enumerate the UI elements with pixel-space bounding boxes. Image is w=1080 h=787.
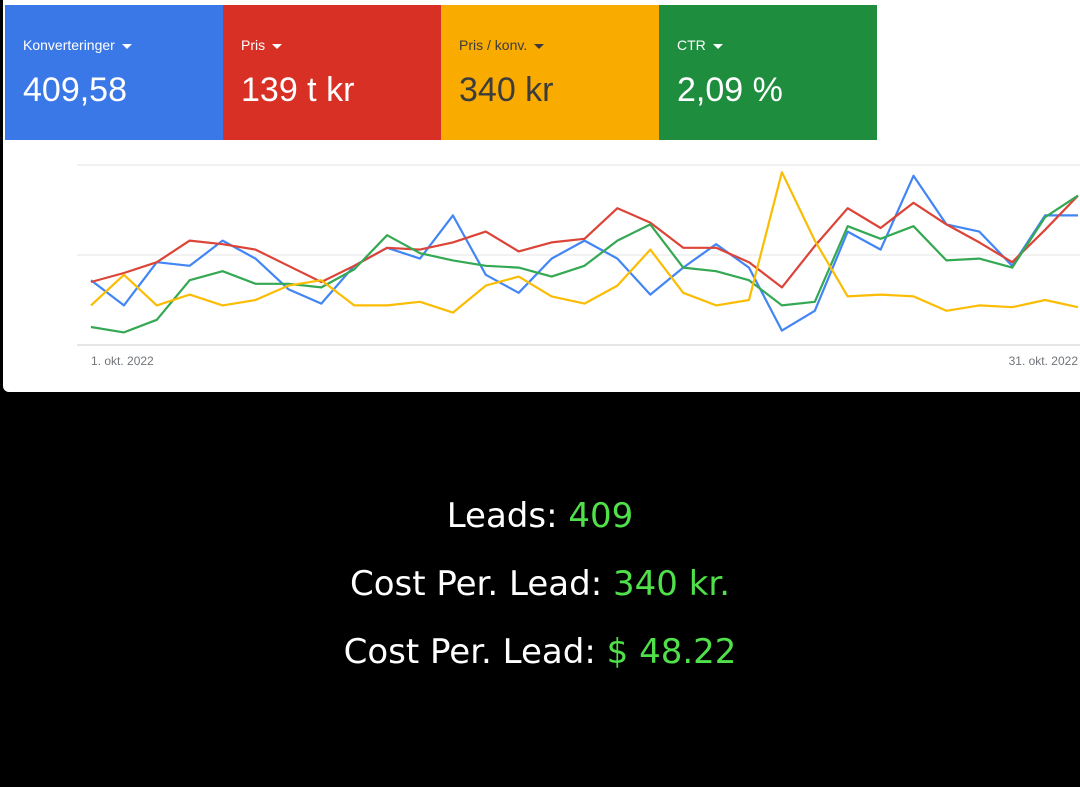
metric-tiles: Konverteringer 409,58 Pris 139 t kr Pris / k…: [5, 5, 877, 140]
series-line: [90, 171, 1079, 314]
summary-value: 340 kr.: [612, 564, 731, 604]
series-line: [90, 174, 1078, 332]
summary-label: Cost Per. Lead:: [349, 564, 603, 604]
series-line: [90, 194, 1079, 334]
metric-value: 139 t kr: [241, 71, 355, 109]
x-tick-label: 1. okt. 2022: [91, 354, 154, 368]
summary-line: Cost Per. Lead: $ 48.22: [0, 626, 1080, 694]
metric-value: 340 kr: [459, 71, 554, 109]
metric-tile[interactable]: Pris / konv. 340 kr: [441, 5, 659, 140]
metric-label: Konverteringer: [23, 37, 132, 53]
report-panel: Konverteringer 409,58 Pris 139 t kr Pris / k…: [3, 0, 1080, 392]
metric-label: CTR: [677, 37, 723, 53]
metric-tile[interactable]: Konverteringer 409,58: [5, 5, 223, 140]
metric-value: 409,58: [23, 71, 127, 109]
summary-value: 409: [568, 496, 634, 536]
summary-label: Cost Per. Lead:: [343, 632, 596, 672]
metric-label: Pris / konv.: [459, 37, 544, 53]
summary-value: $ 48.22: [606, 632, 737, 672]
x-tick-label: 31. okt. 2022: [1009, 354, 1079, 368]
line-chart: 1. okt. 2022 31. okt. 2022: [77, 164, 1080, 368]
summary-line: Cost Per. Lead: 340 kr.: [0, 558, 1080, 626]
metric-tile[interactable]: CTR 2,09 %: [659, 5, 877, 140]
summary-label: Leads:: [446, 496, 558, 536]
summary-line: Leads: 409: [0, 490, 1080, 558]
metric-label: Pris: [241, 37, 282, 53]
metric-tile[interactable]: Pris 139 t kr: [223, 5, 441, 140]
metric-value: 2,09 %: [677, 71, 783, 109]
series-line: [90, 194, 1079, 289]
summary: Leads: 409 Cost Per. Lead: 340 kr. Cost Pe…: [0, 490, 1080, 694]
